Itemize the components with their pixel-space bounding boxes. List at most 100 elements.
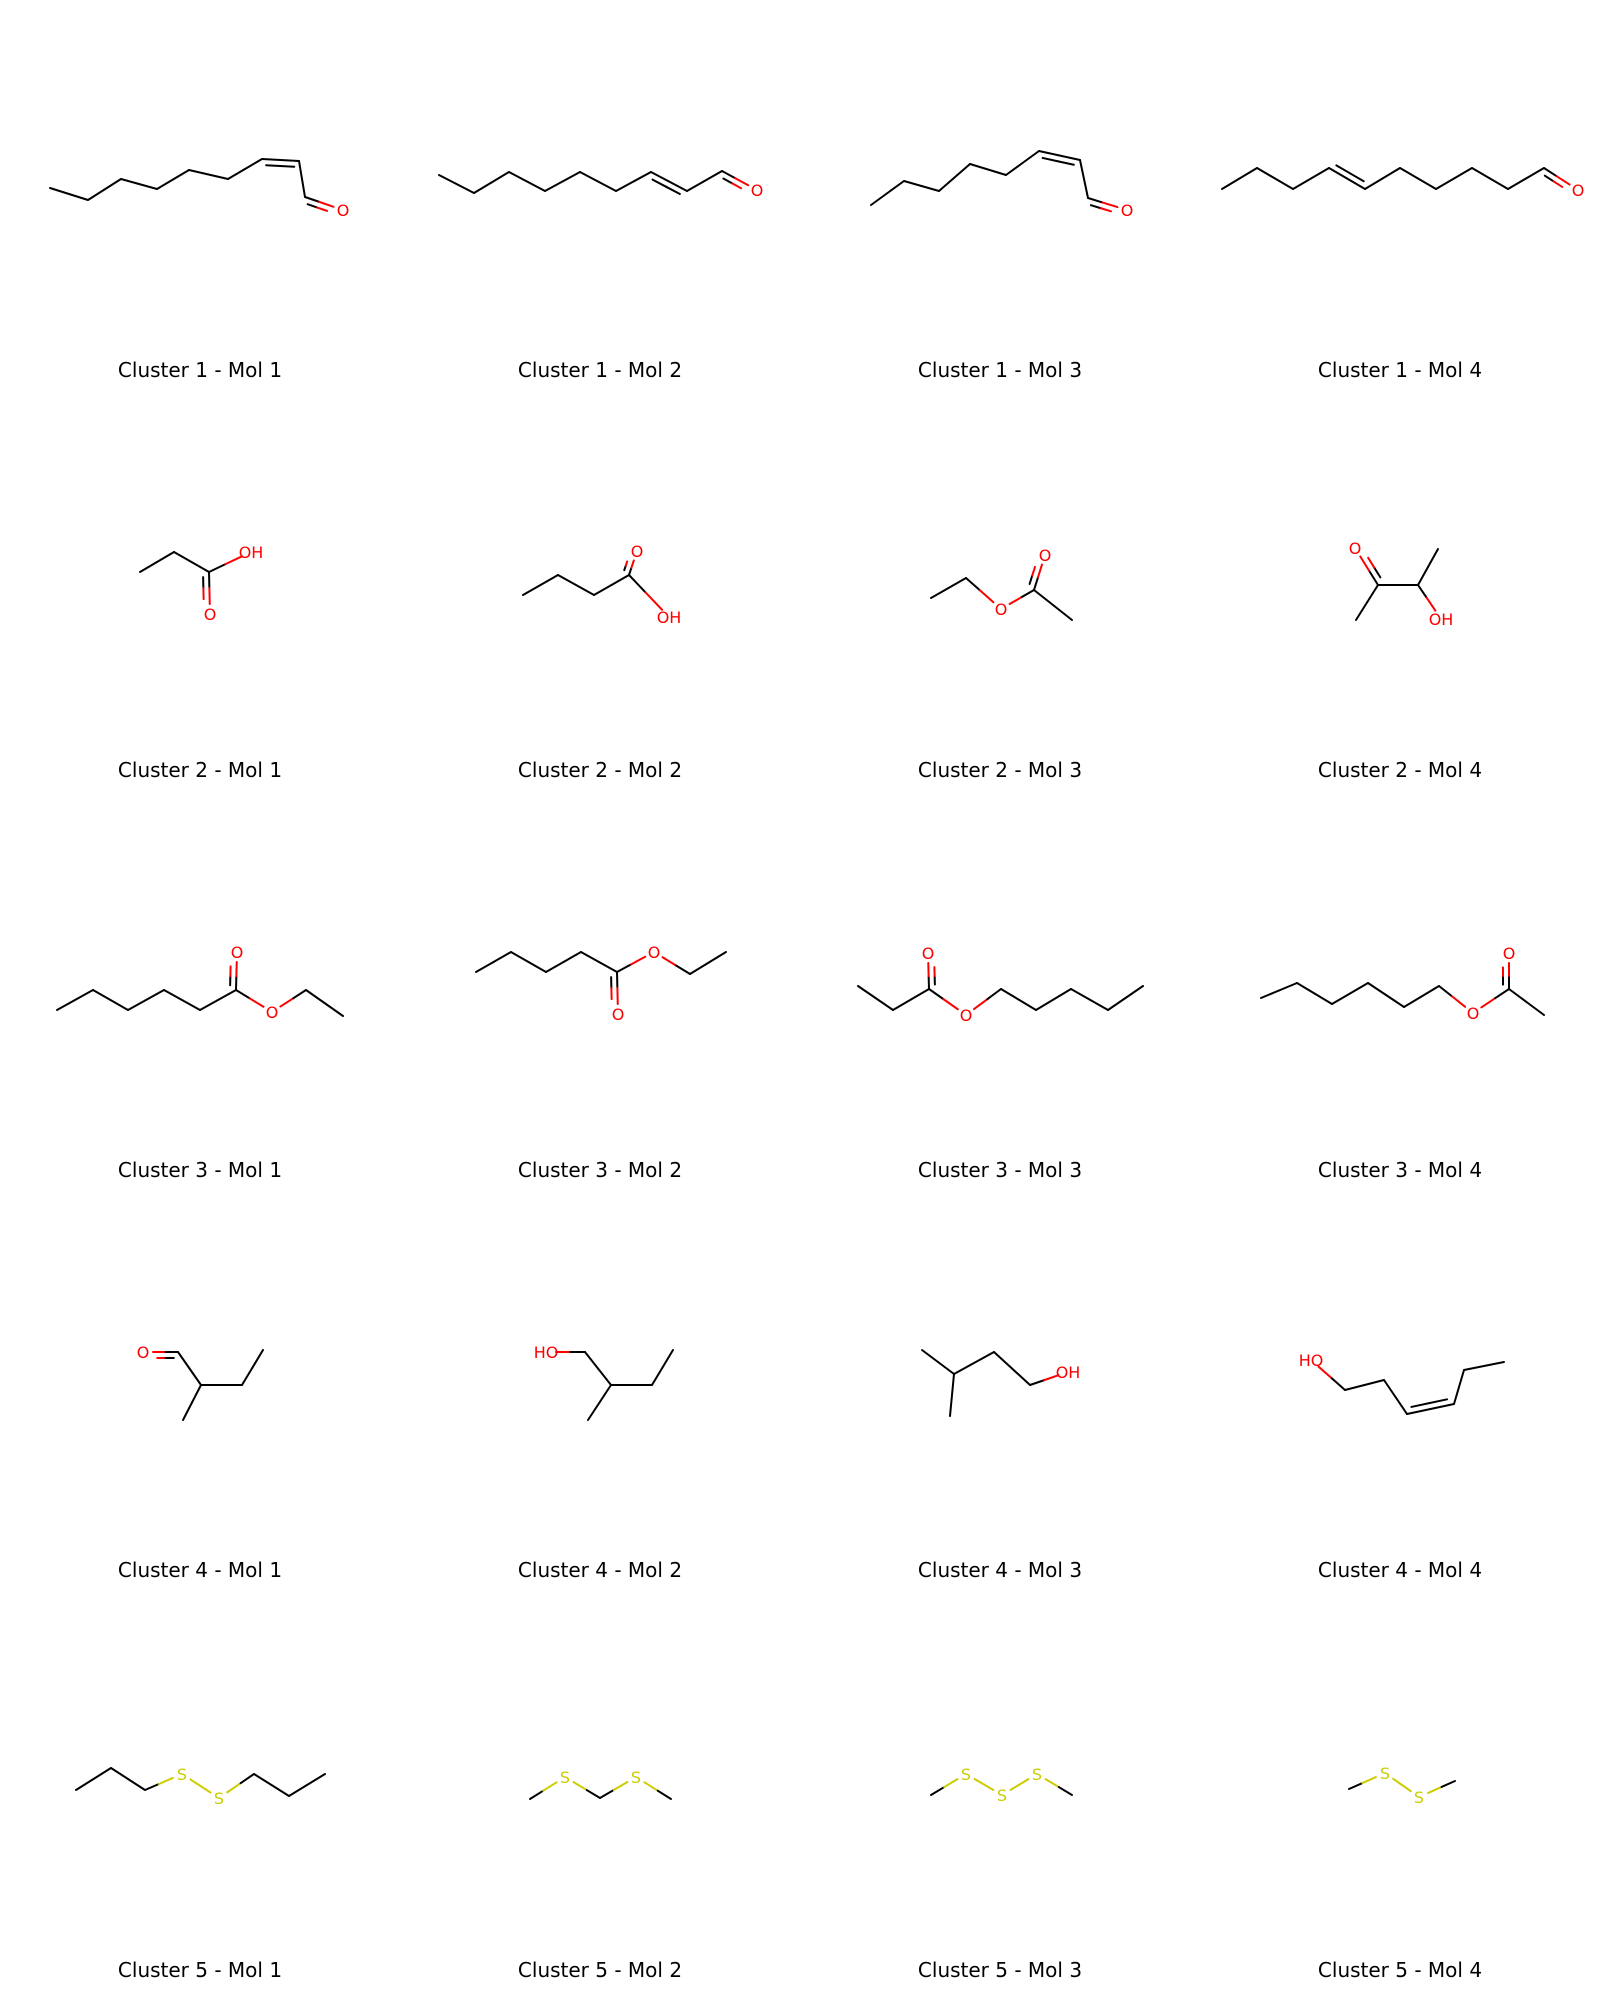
bond-2-2 (978, 589, 995, 604)
bond-4-2 (598, 961, 618, 973)
atom-label-s: S (1414, 1788, 1424, 1807)
bond-4-2 (987, 168, 1007, 176)
bond-2-1 (92, 989, 112, 1001)
bond-1-1 (438, 174, 458, 185)
molecule-caption: Cluster 4 - Mol 4 (1317, 1558, 1483, 1582)
atom-label-s: S (1380, 1764, 1390, 1783)
atom-label-o: O (922, 944, 935, 963)
bond-7-1 (1480, 997, 1497, 1009)
molecule-14: HO (534, 1343, 674, 1421)
double-bond-6-1 (1041, 156, 1060, 163)
bond-9-1 (1507, 177, 1527, 190)
bond-3-2 (138, 183, 158, 190)
bond-5-2 (661, 1349, 674, 1369)
atom-label-o: O (1349, 539, 1362, 558)
bond-2-2 (109, 999, 129, 1011)
bond-7-1 (1435, 177, 1455, 190)
bond-7-1 (261, 158, 282, 161)
bond-2-2 (1313, 992, 1333, 1005)
bond-3-1 (191, 1384, 202, 1404)
bond-1-1 (930, 587, 950, 599)
bond-1-2 (874, 997, 894, 1011)
bond-2-1 (110, 1767, 129, 1780)
bond-8-2 (703, 170, 723, 182)
bond-6-1 (1000, 988, 1020, 1001)
bond-3-2 (953, 163, 971, 179)
atom-label-o: O (648, 943, 661, 962)
bond-6-1 (227, 168, 246, 180)
bond-4-2 (1429, 1403, 1455, 1410)
bond-7-1 (235, 989, 251, 1000)
bond-3-2 (612, 1781, 629, 1792)
bond-6-2 (1017, 998, 1037, 1011)
bond-2-2 (1363, 1379, 1385, 1386)
atom-label-o: O (231, 943, 244, 962)
bond-5-1 (1033, 589, 1054, 606)
bond-4-1 (1367, 982, 1387, 996)
bond-3-1 (545, 961, 565, 973)
bond-7-2 (1083, 178, 1089, 199)
bond-1-2 (156, 551, 175, 563)
bond-1-1 (857, 985, 877, 999)
bond-3-1 (598, 1384, 612, 1404)
molecule-caption: Cluster 2 - Mol 2 (517, 758, 683, 782)
bond-3-1 (127, 999, 147, 1011)
bond-1-2 (492, 951, 512, 963)
bond-2-2 (127, 1778, 146, 1791)
bond-4-1 (993, 1351, 1013, 1370)
double-bond-9-2 (316, 206, 329, 212)
bond-3-1 (1427, 1785, 1443, 1794)
bond-4-2 (199, 1785, 212, 1794)
bond-4-2 (224, 555, 243, 566)
bond-6-1 (253, 1773, 273, 1786)
bond-7-2 (1453, 167, 1473, 180)
molecule-13: O (137, 1343, 264, 1421)
atom-label-o: O (1572, 181, 1585, 200)
bond-6-1 (1463, 1365, 1485, 1371)
molecule-20: SS (1348, 1764, 1456, 1807)
bond-3-1 (1292, 177, 1312, 190)
atom-label-o: O (995, 600, 1008, 619)
bond-5-1 (1417, 584, 1428, 599)
bond-1-2 (455, 183, 475, 194)
bond-3-1 (953, 1362, 975, 1375)
bond-5-1 (651, 1366, 664, 1386)
molecule-11: OO (857, 944, 1144, 1025)
bond-3-2 (610, 574, 630, 586)
bond-5-2 (986, 988, 1002, 1001)
bond-6-1 (615, 180, 635, 192)
bond-1-1 (75, 1778, 95, 1791)
bond-7-2 (306, 1773, 326, 1786)
bond-6-1 (1438, 985, 1454, 998)
bond-4-1 (163, 989, 183, 1001)
bond-7-2 (675, 964, 691, 975)
molecule-caption: Cluster 3 - Mol 3 (917, 1158, 1083, 1182)
bond-5-2 (239, 1773, 255, 1785)
bond-5-2 (1458, 1369, 1465, 1388)
bond-5-2 (644, 591, 664, 611)
molecule-caption: Cluster 2 - Mol 1 (117, 758, 283, 782)
double-bond-4-1 (1335, 164, 1352, 175)
double-bond-7-2 (279, 164, 296, 168)
bond-5-2 (1381, 167, 1401, 180)
bond-7-2 (248, 997, 265, 1008)
bond-1-2 (947, 577, 967, 589)
bond-3-1 (508, 171, 528, 183)
bond-9-2 (323, 1002, 344, 1017)
bond-2-1 (1392, 1777, 1403, 1786)
bond-1-1 (1317, 1365, 1333, 1380)
double-bond-4-1 (1410, 1402, 1431, 1408)
bond-4-1 (189, 1778, 202, 1787)
bond-2-1 (557, 574, 577, 586)
molecule-1: O (49, 158, 349, 220)
bond-5-1 (1029, 1379, 1046, 1386)
bond-9-1 (305, 989, 326, 1004)
double-bond-9-1 (722, 177, 734, 185)
bond-1-1 (1355, 601, 1368, 621)
molecule-caption: Cluster 5 - Mol 3 (917, 1958, 1083, 1982)
bond-3-1 (1009, 1783, 1021, 1791)
bond-7-1 (1035, 998, 1055, 1011)
bond-8-1 (279, 997, 295, 1008)
bond-7-2 (668, 180, 688, 192)
bond-3-2 (973, 1351, 995, 1364)
